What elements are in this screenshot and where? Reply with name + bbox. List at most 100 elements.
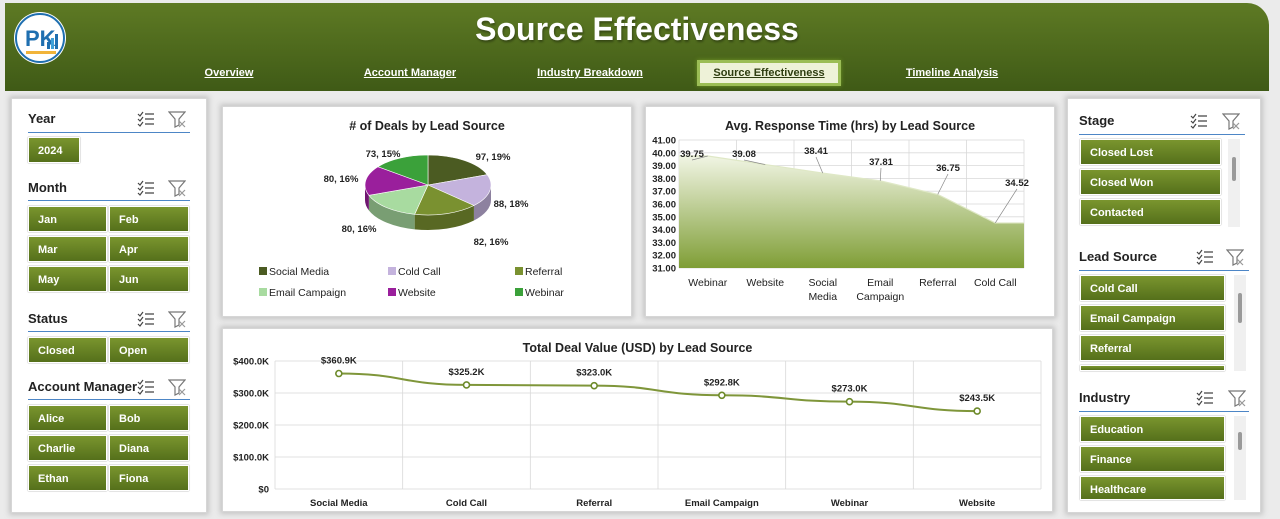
slicer-status-open[interactable]: Open — [109, 337, 189, 363]
pie-label-email-campaign: 80, 16% — [342, 224, 377, 235]
slicer-lead-source-title: Lead Source — [1079, 249, 1158, 264]
multi-select-icon[interactable] — [137, 111, 155, 127]
area-leader-line — [815, 156, 824, 174]
slicer-industry-divider — [1079, 411, 1249, 412]
slicer-am-alice[interactable]: Alice — [28, 405, 107, 431]
slicer-industry-title: Industry — [1079, 390, 1131, 405]
company-logo: PK — [14, 12, 66, 64]
area-leader-line — [937, 173, 949, 195]
multi-select-icon[interactable] — [1196, 249, 1214, 265]
slicer-lead-source-scroll-thumb[interactable] — [1238, 293, 1242, 323]
line-chart-panel: Total Deal Value (USD) by Lead Source $4… — [222, 328, 1053, 512]
pie-label-webinar: 73, 15% — [366, 149, 401, 160]
slicer-year-divider — [28, 132, 190, 133]
slicer-stage-scrollbar[interactable] — [1228, 139, 1240, 227]
line-y-tick: $0 — [258, 485, 269, 496]
slicer-year-2024[interactable]: 2024 — [28, 137, 80, 163]
pie-label-cold-call: 88, 18% — [494, 199, 529, 210]
slicer-industry-finance[interactable]: Finance — [1080, 446, 1225, 472]
tab-industry-breakdown[interactable]: Industry Breakdown — [537, 67, 643, 79]
tab-source-effectiveness[interactable]: Source Effectiveness — [697, 60, 841, 86]
line-data-label-referral: $323.0K — [576, 368, 612, 379]
clear-filter-icon[interactable] — [168, 379, 186, 396]
line-point-social-media — [335, 369, 343, 378]
slicer-lead-source-scrollbar[interactable] — [1234, 275, 1246, 371]
slicer-industry-scrollbar[interactable] — [1234, 416, 1246, 500]
slicer-stage-closed-won[interactable]: Closed Won — [1080, 169, 1221, 195]
pie-side-cold-call — [473, 185, 491, 221]
line-x-label-website: Website — [959, 498, 995, 509]
slicer-month-jan[interactable]: Jan — [28, 206, 107, 232]
area-y-tick: 40.00 — [652, 148, 676, 159]
slicer-am-charlie[interactable]: Charlie — [28, 435, 107, 461]
clear-filter-icon[interactable] — [168, 311, 186, 328]
clear-filter-icon[interactable] — [168, 180, 186, 197]
slicer-stage-contacted[interactable]: Contacted — [1080, 199, 1221, 225]
slicer-month-jun[interactable]: Jun — [109, 266, 189, 292]
area-x-label-social-media-line2: Media — [808, 291, 837, 303]
line-data-label-email-campaign: $292.8K — [704, 377, 740, 388]
tab-timeline-analysis[interactable]: Timeline Analysis — [905, 67, 999, 79]
line-data-label-website: $243.5K — [959, 393, 995, 404]
multi-select-icon[interactable] — [137, 379, 155, 395]
clear-filter-icon[interactable] — [1228, 390, 1246, 407]
slicer-status-closed[interactable]: Closed — [28, 337, 107, 363]
line-point-referral — [590, 381, 598, 390]
line-y-tick: $300.0K — [233, 389, 269, 400]
pie-slice-cold-call — [426, 174, 492, 206]
multi-select-icon[interactable] — [137, 180, 155, 196]
slicer-lead-source-partial-item[interactable] — [1080, 365, 1225, 371]
area-x-label-website: Website — [746, 277, 784, 289]
line-x-label-referral: Referral — [576, 498, 612, 509]
line-point-cold-call — [462, 381, 471, 389]
slicer-stage-scroll-thumb[interactable] — [1232, 157, 1236, 181]
slicer-industry-education[interactable]: Education — [1080, 416, 1225, 442]
area-leader-line — [994, 188, 1018, 224]
pie-legend-label-email-campaign: Email Campaign — [269, 287, 346, 299]
multi-select-icon[interactable] — [1196, 390, 1214, 406]
tab-account-manager[interactable]: Account Manager — [363, 67, 457, 79]
area-series — [679, 156, 1024, 268]
slicer-status-divider — [28, 331, 190, 332]
slicer-industry-healthcare[interactable]: Healthcare — [1080, 476, 1225, 500]
slicer-industry-scroll-thumb[interactable] — [1238, 432, 1242, 450]
clear-filter-icon[interactable] — [1226, 249, 1244, 266]
pie-label-referral: 82, 16% — [474, 237, 509, 248]
slicer-am-ethan[interactable]: Ethan — [28, 465, 107, 491]
page-title: Source Effectiveness — [475, 11, 799, 47]
slicer-am-diana[interactable]: Diana — [109, 435, 189, 461]
slicer-month-title: Month — [28, 180, 67, 195]
pie-side-email-campaign — [368, 195, 415, 230]
area-y-tick: 32.00 — [652, 251, 676, 262]
slicer-lead-source-referral[interactable]: Referral — [1080, 335, 1225, 361]
area-x-label-email-campaign-line2: Campaign — [856, 291, 904, 303]
slicer-month-feb[interactable]: Feb — [109, 206, 189, 232]
pie-legend-label-social-media: Social Media — [269, 266, 329, 278]
line-data-label-webinar: $273.0K — [832, 384, 868, 395]
area-y-tick: 38.00 — [652, 174, 676, 185]
slicer-lead-source-email-campaign[interactable]: Email Campaign — [1080, 305, 1225, 331]
slicer-am-bob[interactable]: Bob — [109, 405, 189, 431]
tab-overview[interactable]: Overview — [204, 67, 254, 79]
slicer-lead-source-cold-call[interactable]: Cold Call — [1080, 275, 1225, 301]
multi-select-icon[interactable] — [1190, 113, 1208, 129]
slicer-month-mar[interactable]: Mar — [28, 236, 107, 262]
slicer-month-may[interactable]: May — [28, 266, 107, 292]
slicer-stage-closed-lost[interactable]: Closed Lost — [1080, 139, 1221, 165]
clear-filter-icon[interactable] — [168, 111, 186, 128]
area-y-tick: 35.00 — [652, 212, 676, 223]
slicer-account-manager-title: Account Manager — [28, 379, 138, 394]
line-data-label-social-media: $360.9K — [321, 356, 357, 367]
slicer-am-fiona[interactable]: Fiona — [109, 465, 189, 491]
line-x-label-webinar: Webinar — [831, 498, 869, 509]
clear-filter-icon[interactable] — [1222, 113, 1240, 130]
slicer-month-divider — [28, 200, 190, 201]
line-x-label-social-media: Social Media — [310, 498, 368, 509]
line-point-website — [973, 407, 981, 415]
pie-label-website: 80, 16% — [324, 174, 359, 185]
slicer-month-apr[interactable]: Apr — [109, 236, 189, 262]
pie-slice-email-campaign — [368, 184, 429, 215]
line-y-tick: $100.0K — [233, 453, 269, 464]
area-leader-line — [691, 155, 708, 161]
multi-select-icon[interactable] — [137, 311, 155, 327]
